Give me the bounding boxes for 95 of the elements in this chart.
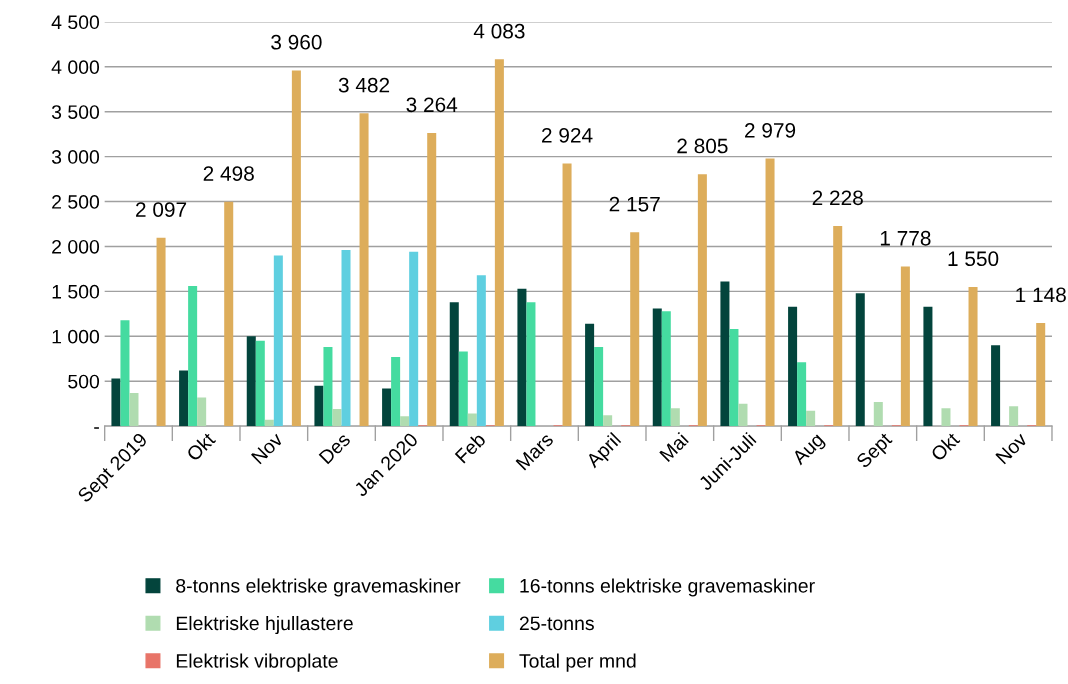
bar xyxy=(291,70,301,427)
bar xyxy=(255,340,265,427)
bar xyxy=(900,266,910,427)
bar xyxy=(449,302,459,427)
y-tick-label: 4 500 xyxy=(51,15,100,30)
data-label: 2 097 xyxy=(136,202,187,217)
y-tick-label: 4 000 xyxy=(51,60,100,75)
bar xyxy=(594,347,604,427)
bar xyxy=(359,113,369,427)
y-tick-label: 1 000 xyxy=(52,329,100,344)
x-tick-label: Des xyxy=(318,431,352,465)
bar xyxy=(224,201,234,427)
bar xyxy=(156,237,166,427)
bar xyxy=(179,370,189,427)
bar xyxy=(427,132,437,427)
y-tick-label: 2 000 xyxy=(52,239,100,254)
x-tick-label: Mai xyxy=(658,431,689,463)
data-label: 2 805 xyxy=(677,138,728,154)
bar xyxy=(670,408,680,427)
data-label: 4 083 xyxy=(473,23,525,39)
data-label: 1 550 xyxy=(948,251,999,267)
legend-label: Elektriske hjullastere xyxy=(176,615,353,635)
x-tick-label: Nov xyxy=(995,431,1029,465)
bar xyxy=(738,403,748,427)
legend-label: 25-tonns xyxy=(519,616,594,631)
data-label: 1 148 xyxy=(1016,287,1066,303)
bar xyxy=(188,285,198,427)
bar xyxy=(941,408,951,427)
bar xyxy=(603,415,613,427)
data-label: 2 924 xyxy=(542,127,593,143)
bar xyxy=(1009,406,1019,427)
y-tick-label: - xyxy=(94,427,99,429)
x-tick-label: Aug xyxy=(791,432,828,469)
bar xyxy=(467,413,477,427)
bar xyxy=(111,378,121,427)
bar xyxy=(833,225,843,427)
bar xyxy=(129,392,139,427)
data-label: 2 498 xyxy=(203,166,254,181)
bar xyxy=(476,275,486,427)
bar xyxy=(246,336,256,427)
bar xyxy=(409,251,419,427)
data-label: 3 960 xyxy=(271,34,322,50)
bar xyxy=(391,356,401,427)
bar xyxy=(923,306,933,427)
bar xyxy=(341,250,351,427)
x-tick-label: Feb xyxy=(454,431,487,464)
bar xyxy=(968,286,978,427)
bar xyxy=(765,158,775,427)
bar xyxy=(264,419,274,427)
y-tick-label: 2 500 xyxy=(52,195,100,209)
data-label: 2 157 xyxy=(609,196,660,212)
bar xyxy=(720,281,730,427)
x-tick-label: Okt xyxy=(185,431,217,462)
bar xyxy=(991,345,1001,427)
bar xyxy=(458,351,468,427)
bar xyxy=(273,255,283,427)
bar xyxy=(585,323,595,427)
bar xyxy=(729,329,739,427)
bar xyxy=(1036,323,1046,427)
bar xyxy=(855,293,865,427)
data-label: 3 264 xyxy=(406,97,458,113)
bar xyxy=(323,347,333,427)
bar xyxy=(797,362,807,427)
bar xyxy=(314,385,324,427)
bar xyxy=(562,163,572,427)
x-tick-label: Nov xyxy=(251,431,284,465)
legend-label: 8-tonns elektriske gravemaskiner xyxy=(176,578,461,597)
bar xyxy=(400,416,410,427)
y-tick-label: 3 500 xyxy=(51,105,100,119)
x-tick-label: Okt xyxy=(929,431,961,462)
data-label: 2 228 xyxy=(812,190,863,206)
bar xyxy=(494,59,504,427)
data-label: 3 482 xyxy=(338,77,390,93)
legend-label: 16-tonns elektriske gravemaskiner xyxy=(520,578,815,597)
bar xyxy=(788,306,798,427)
x-tick-label: Sept xyxy=(855,431,896,472)
data-label: 2 979 xyxy=(745,122,796,138)
bar xyxy=(197,397,207,427)
bar xyxy=(332,409,342,427)
bar xyxy=(120,320,130,427)
bar xyxy=(382,388,392,427)
bar xyxy=(806,410,816,427)
bar xyxy=(526,302,536,427)
y-tick-label: 3 000 xyxy=(51,150,100,164)
legend-label: Elektrisk vibroplate xyxy=(176,653,338,672)
bar xyxy=(661,311,671,427)
bar xyxy=(652,308,662,427)
bar xyxy=(697,174,707,427)
bar xyxy=(630,232,640,427)
y-tick-label: 500 xyxy=(68,374,100,389)
legend-label: Total per mnd xyxy=(519,653,636,672)
bar xyxy=(873,401,883,427)
bar xyxy=(517,288,527,427)
data-label: 1 778 xyxy=(880,230,931,246)
y-tick-label: 1 500 xyxy=(52,284,100,299)
